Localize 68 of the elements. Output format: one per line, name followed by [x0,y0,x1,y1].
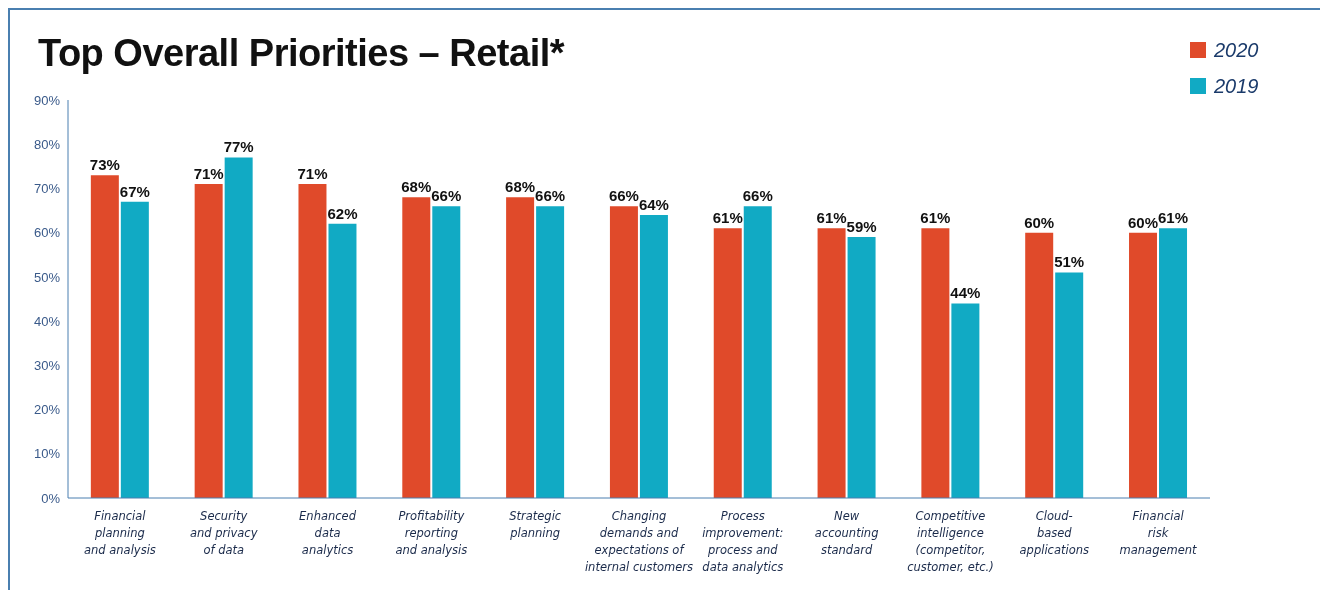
y-tick-label: 60% [33,225,61,241]
bar [90,175,119,498]
bar [298,184,327,498]
x-tick-label: Financial planning and analysis [83,509,156,557]
x-tick-label: Competitive intelligence (competitor, customer, etc.) [907,509,994,574]
bar [432,206,461,498]
y-tick-label: 70% [33,181,61,197]
data-label: 64% [638,195,669,213]
bar [639,214,668,498]
data-label: 77% [223,138,254,156]
bar [713,228,742,498]
x-tick-label: New accounting standard [814,509,879,557]
data-label: 73% [89,156,120,174]
data-label: 60% [1128,213,1159,231]
bar [328,223,357,498]
bar [506,197,535,498]
data-label: 44% [950,284,981,302]
data-label: 71% [297,165,328,183]
bar [1129,232,1158,498]
bar [194,184,223,498]
data-label: 66% [431,187,462,205]
legend-label: 2019 [1214,74,1259,99]
data-label: 59% [846,218,877,236]
x-tick-label: Cloud- based applications [1019,509,1089,557]
data-label: 68% [505,178,536,196]
y-tick-label: 0% [41,490,61,506]
x-tick-label: Profitability reporting and analysis [395,509,468,557]
x-tick-label: Security and privacy of data [189,509,258,557]
bar [1055,272,1084,498]
bar [224,157,253,498]
data-label: 66% [535,187,566,205]
legend-label: 2020 [1214,38,1259,63]
data-label: 67% [119,182,150,200]
bar [817,228,846,498]
data-label: 61% [816,209,847,227]
y-tick-label: 80% [33,136,61,152]
x-tick-label: Changing demands and expectations of internal customers [584,509,694,574]
data-label: 51% [1054,253,1085,271]
chart-title: Top Overall Priorities – Retail* [38,32,565,75]
y-tick-label: 10% [33,446,61,462]
y-tick-label: 20% [33,402,61,418]
data-label: 66% [742,187,773,205]
bar [951,303,980,498]
data-label: 61% [712,209,743,227]
bar [609,206,638,498]
data-label: 71% [193,165,224,183]
data-label: 60% [1024,213,1055,231]
bar [1025,232,1054,498]
data-label: 61% [920,209,951,227]
bar [743,206,772,498]
bar [402,197,431,498]
bar [120,201,149,498]
data-label: 68% [401,178,432,196]
x-tick-label: Financial risk management [1119,509,1198,557]
y-tick-label: 90% [33,92,61,108]
x-tick-label: Process improvement: process and data analytics [702,509,784,574]
bar [1159,228,1188,498]
x-tick-label: Enhanced data analytics [299,509,357,557]
data-label: 61% [1158,209,1189,227]
data-label: 66% [608,187,639,205]
bar [921,228,950,498]
x-tick-label: Strategic planning [509,509,562,540]
y-tick-label: 40% [33,313,61,329]
y-tick-label: 50% [33,269,61,285]
bar [847,237,876,498]
data-label: 62% [327,204,358,222]
bar [536,206,565,498]
y-tick-label: 30% [33,357,61,373]
